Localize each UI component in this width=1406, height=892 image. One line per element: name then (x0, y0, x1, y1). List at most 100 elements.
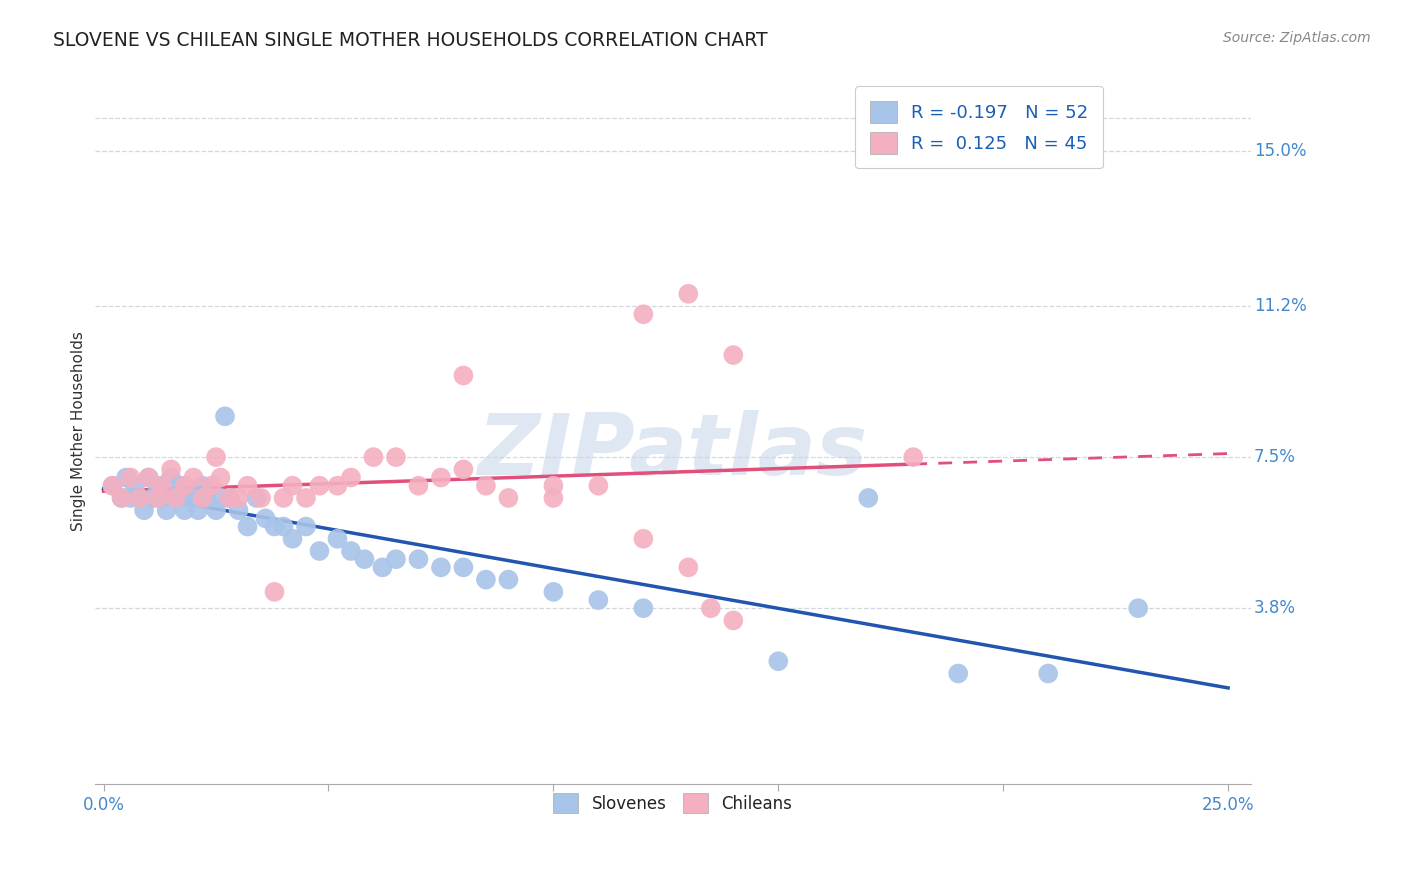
Point (160, 470, 183, 484)
Text: 11.2%: 11.2% (1254, 297, 1306, 315)
Point (543, 491, 565, 505)
Point (209, 491, 232, 505)
Point (385, 450, 408, 464)
Point (273, 491, 295, 505)
Point (633, 532, 655, 546)
Y-axis label: Single Mother Households: Single Mother Households (72, 331, 86, 531)
Point (1128, 601, 1150, 615)
Point (228, 491, 250, 505)
Point (498, 491, 520, 505)
Point (475, 479, 498, 493)
Point (191, 491, 214, 505)
Point (1038, 666, 1060, 681)
Point (326, 479, 349, 493)
Point (453, 368, 475, 383)
Point (371, 560, 394, 574)
Text: Source: ZipAtlas.com: Source: ZipAtlas.com (1223, 31, 1371, 45)
Point (340, 544, 363, 558)
Point (101, 479, 124, 493)
Point (723, 614, 745, 628)
Point (187, 503, 209, 517)
Point (110, 491, 132, 505)
Text: 15.0%: 15.0% (1254, 142, 1306, 160)
Point (723, 348, 745, 362)
Point (146, 491, 169, 505)
Point (498, 573, 520, 587)
Text: 3.8%: 3.8% (1254, 599, 1296, 617)
Text: SLOVENE VS CHILEAN SINGLE MOTHER HOUSEHOLDS CORRELATION CHART: SLOVENE VS CHILEAN SINGLE MOTHER HOUSEHO… (53, 31, 768, 50)
Point (214, 409, 236, 424)
Point (263, 585, 285, 599)
Point (195, 491, 218, 505)
Point (165, 491, 187, 505)
Legend: Slovenes, Chileans: Slovenes, Chileans (541, 781, 804, 825)
Point (948, 666, 970, 681)
Point (903, 450, 925, 464)
Text: 7.5%: 7.5% (1254, 448, 1296, 467)
Point (245, 491, 267, 505)
Point (205, 503, 228, 517)
Point (191, 479, 214, 493)
Point (588, 593, 610, 607)
Point (308, 479, 330, 493)
Point (228, 503, 250, 517)
Point (128, 491, 150, 505)
Point (363, 450, 385, 464)
Point (430, 470, 453, 484)
Point (543, 585, 565, 599)
Point (475, 573, 498, 587)
Point (150, 491, 173, 505)
Point (142, 491, 165, 505)
Point (173, 503, 195, 517)
Point (326, 532, 349, 546)
Point (353, 552, 375, 566)
Point (115, 470, 138, 484)
Point (295, 491, 318, 505)
Point (110, 491, 132, 505)
Point (236, 519, 259, 533)
Point (138, 470, 160, 484)
Point (858, 491, 880, 505)
Point (218, 491, 240, 505)
Point (101, 479, 124, 493)
Point (173, 479, 195, 493)
Point (128, 491, 150, 505)
Point (236, 479, 259, 493)
Point (700, 601, 723, 615)
Point (768, 654, 790, 668)
Point (138, 470, 160, 484)
Point (430, 560, 453, 574)
Point (160, 462, 183, 476)
Point (177, 491, 200, 505)
Point (183, 470, 205, 484)
Point (120, 491, 142, 505)
Point (453, 462, 475, 476)
Point (200, 479, 222, 493)
Point (588, 479, 610, 493)
Point (340, 470, 363, 484)
Point (150, 479, 173, 493)
Point (120, 470, 142, 484)
Point (633, 307, 655, 321)
Point (218, 491, 240, 505)
Point (183, 491, 205, 505)
Point (385, 552, 408, 566)
Point (408, 479, 430, 493)
Point (543, 479, 565, 493)
Point (124, 479, 146, 493)
Point (209, 470, 232, 484)
Point (453, 560, 475, 574)
Point (263, 519, 285, 533)
Point (254, 511, 277, 525)
Point (281, 479, 304, 493)
Point (295, 519, 318, 533)
Point (146, 479, 169, 493)
Point (308, 544, 330, 558)
Point (633, 601, 655, 615)
Point (165, 491, 187, 505)
Point (408, 552, 430, 566)
Point (678, 560, 700, 574)
Point (132, 503, 155, 517)
Point (273, 519, 295, 533)
Text: ZIPatlas: ZIPatlas (478, 410, 868, 493)
